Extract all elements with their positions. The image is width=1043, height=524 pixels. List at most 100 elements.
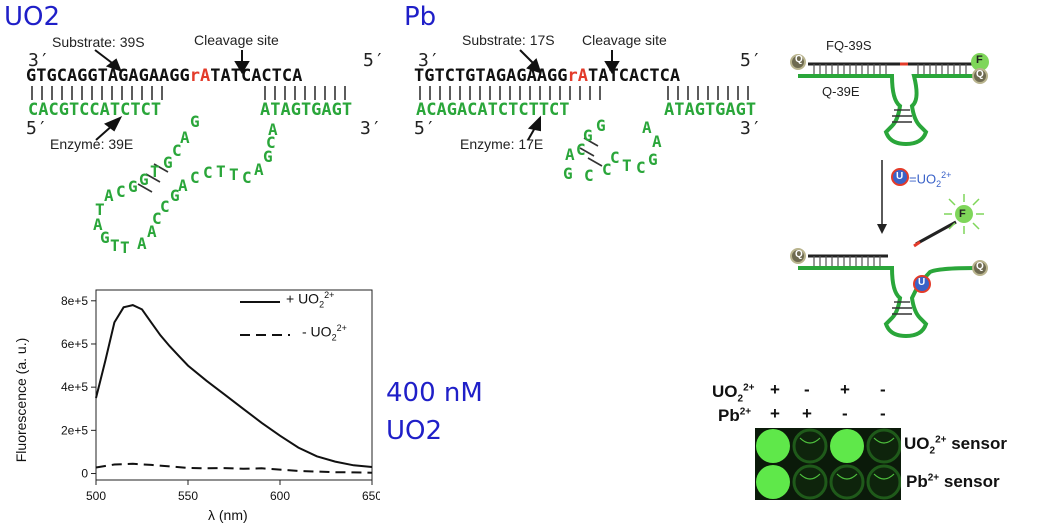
loop-base: C [116,182,126,201]
well-fluorescent [756,465,790,499]
y-tick-label: 0 [81,467,88,481]
uo2-watson-crick-ticks [31,86,346,193]
pb-prime-3-bottom: 3′ [740,118,762,139]
plate-sign: - [880,404,886,423]
y-tick-label: 4e+5 [61,380,88,394]
quencher-icon [790,54,806,70]
loop-base: G [139,170,149,189]
plate-sign: + [802,404,812,423]
uranyl-letter: U [896,171,904,182]
loop-base: C [190,168,200,187]
loop-base: A [137,234,147,253]
pb-prime-3-top: 3′ [418,50,440,71]
substrate-arrow-head [105,58,122,72]
pb-arrows [519,49,620,141]
pb-enzyme-sequence-left: ACAGACATCTCTTCT [416,100,570,120]
well-dark [792,428,828,464]
fluorophore-icon [955,205,973,223]
pb-enzyme-arrow-head [527,115,541,132]
enzyme-sequence-left: CACGTCCATCTCT [28,100,162,120]
well-dark [866,464,901,500]
chart-ylabel-wrap: Fluorescence (a. u.) [8,300,34,500]
plate-row1-ion-sub: 2 [737,393,744,405]
prime-3-bottom: 3′ [360,118,382,139]
fluor-letter: F [976,54,983,66]
loop-base: C [172,141,182,160]
fluorophore-icon [971,53,989,71]
well-plate-image [755,428,901,500]
pb-prime-5-top: 5′ [740,50,762,71]
series-line-with-uo2 [95,304,373,468]
legend-dashed-sub: 2 [331,332,337,343]
fluorescence-burst-icon [944,194,984,234]
intact-duplex [790,53,989,147]
q-39e-label: Q-39E [822,84,860,99]
prime-5-bottom: 5′ [26,118,48,139]
legend-solid-sup: 2+ [324,290,335,300]
quencher-letter-4: Q [976,261,984,272]
loop-base: T [150,162,160,181]
concentration-line-1: 400 nM [386,378,483,408]
loop-base: A [565,145,575,164]
well-reflection [836,473,858,480]
pb-title: Pb [404,2,437,32]
enzyme-39e-label: Enzyme: 39E [50,136,134,152]
pb-cleavage-ribo-a: rA [567,66,589,86]
well-dark [829,464,865,500]
plate-sign: + [840,380,850,399]
well-reflection [873,437,895,444]
loop-base: G [263,147,273,166]
uranyl-letter-2: U [918,277,926,288]
plate-sign: + [770,404,780,423]
loop-base: G [190,112,200,131]
x-tick-label: 550 [178,489,198,503]
plate-sign: - [880,380,886,399]
legend-solid-label: + UO22+ [286,290,334,309]
uo2-sensor-word: sensor [951,434,1007,453]
loop-base: A [104,186,114,205]
loop-base: T [120,238,130,257]
reaction-arrow-head [877,224,887,234]
sensor-diagram-svg [790,53,989,339]
uranyl-legend-sup: 2+ [941,170,952,180]
plate-row2-ion-sup: 2+ [739,406,752,418]
loop-base: C [636,158,646,177]
loop-base: C [203,163,213,182]
loop-base: G [163,153,173,172]
quencher-icon [972,68,988,84]
legend-solid-sub: 2 [319,299,325,310]
loop-base: C [160,197,170,216]
loop-base: C [266,133,276,152]
fq-39s-label: FQ-39S [826,38,872,53]
loop-base: C [584,166,594,185]
pb-substrate-arrow-head [526,58,542,74]
cleavage-ribo-a: rA [189,66,211,86]
loop-base: A [254,160,264,179]
y-tick-label: 2e+5 [61,423,88,437]
chart-xlabel: λ (nm) [208,507,248,523]
loop-base: A [180,128,190,147]
plate-row2-ion: Pb2+ [718,406,751,426]
chart-ylabel: Fluorescence (a. u.) [13,337,29,463]
loop-base: C [610,148,620,167]
well-fluorescent [830,429,864,463]
concentration-line-2: UO2 [386,416,443,446]
plate-sign: - [804,380,810,399]
y-tick-label: 8e+5 [61,294,88,308]
uo2-arrows [94,49,250,141]
uo2-title: UO2 [4,2,61,32]
uranyl-legend-sub: 2 [936,178,942,189]
legend-solid-main: + UO [286,290,320,307]
plate-row2-ion-text: Pb [718,406,740,425]
plate-row1-ion-sup: 2+ [743,382,755,394]
plot-frame [95,289,373,481]
cleaved-duplex [790,194,988,339]
enzyme-sequence-right: ATAGTGAGT [260,100,353,120]
quencher-icon [972,260,988,276]
uo2-sensor-ion: UO [904,434,930,453]
loop-base: C [576,140,586,159]
quencher-icon [790,248,806,264]
pb-cleavage-arrow-head [604,61,620,74]
fluorescence-chart-svg: 0 2e+5 4e+5 6e+5 8e+5 500 550 600 650 [61,289,380,503]
loop-base: G [596,116,606,135]
